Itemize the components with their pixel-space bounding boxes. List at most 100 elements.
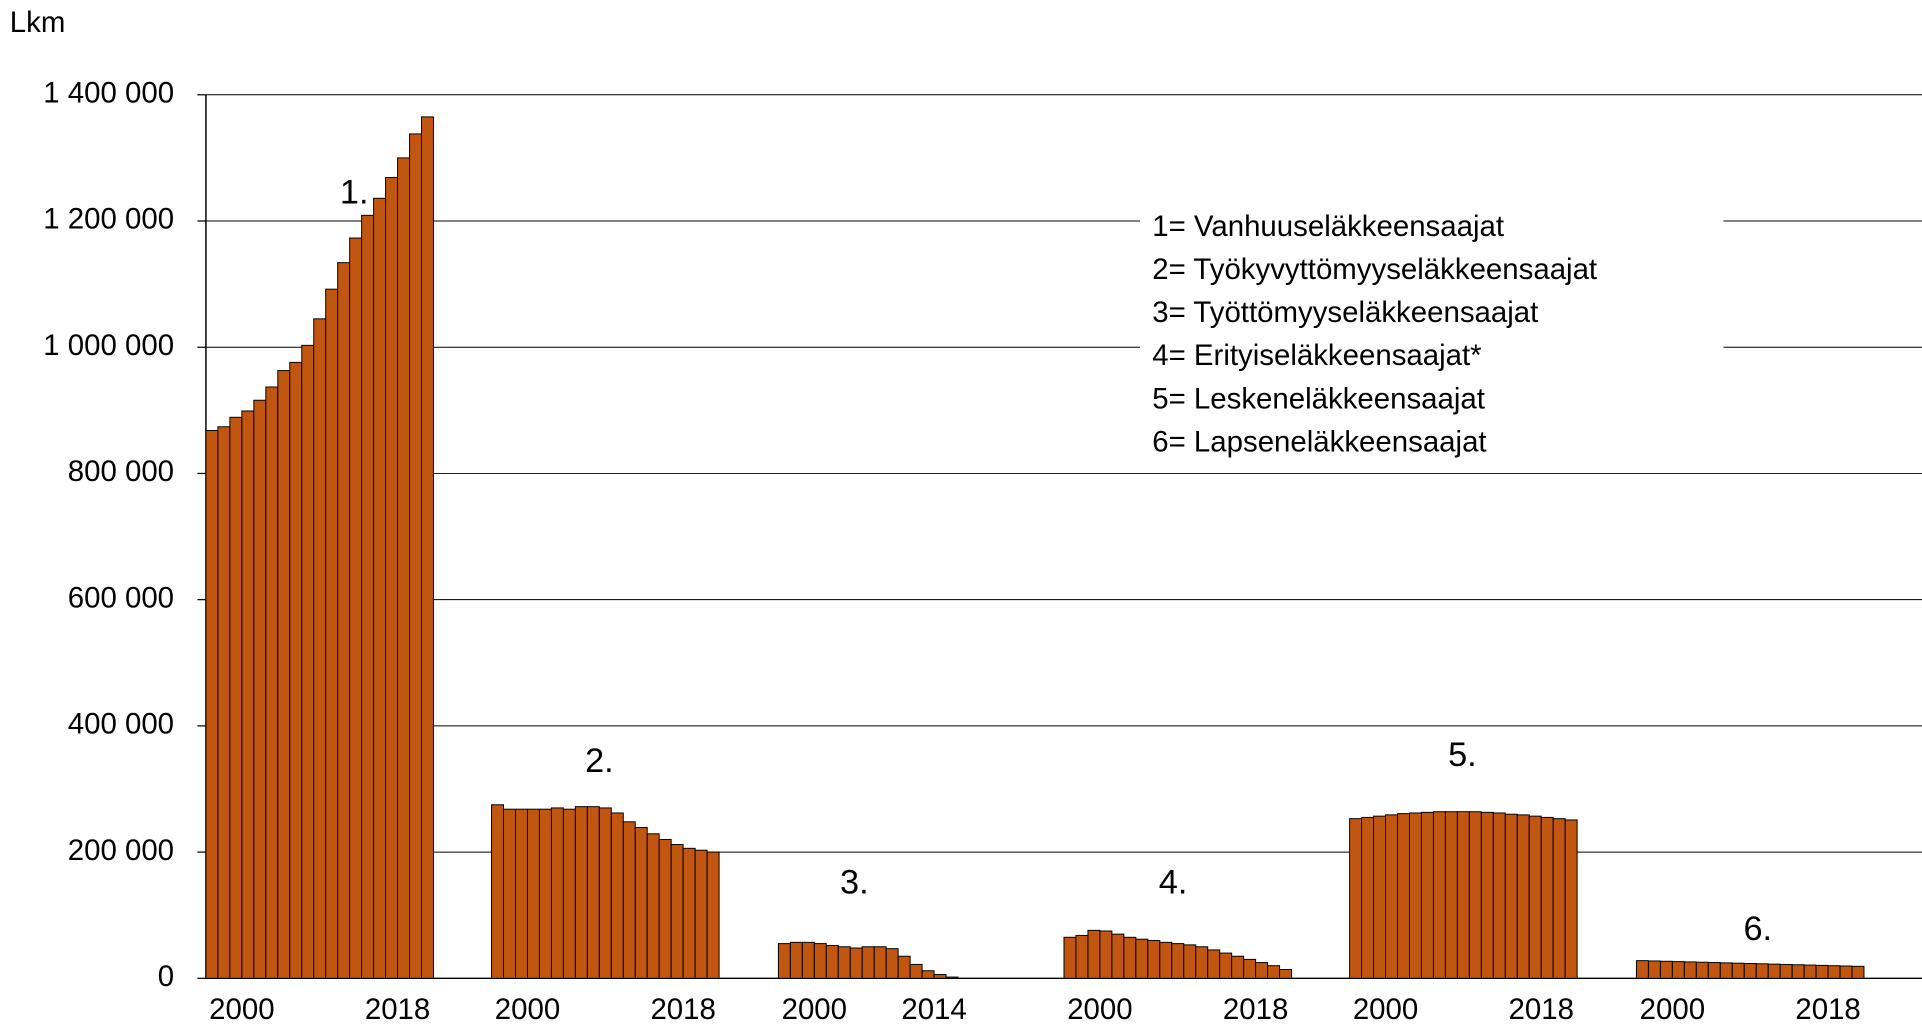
bar	[1255, 962, 1269, 979]
bar	[1420, 811, 1434, 979]
bar	[1731, 962, 1745, 979]
bar	[873, 946, 887, 979]
bar	[1219, 952, 1233, 979]
x-tick-label: 2018	[1223, 993, 1288, 1026]
bar	[837, 946, 851, 979]
bar	[945, 976, 959, 979]
bar	[349, 237, 363, 979]
legend-entry: 4= Erityiseläkkeensaajat*	[1152, 339, 1481, 372]
legend-entry: 2= Työkyvyttömyyseläkkeensaajat	[1152, 253, 1597, 286]
bar	[526, 808, 540, 979]
bar	[1719, 962, 1733, 979]
bar	[1504, 813, 1518, 979]
bar	[1767, 963, 1781, 979]
bar	[1564, 819, 1578, 979]
bar	[301, 344, 315, 979]
bar	[325, 288, 339, 979]
bar	[1683, 961, 1697, 979]
bar	[337, 262, 351, 979]
y-tick-label: 0	[158, 960, 174, 993]
bar	[861, 946, 875, 979]
bar	[373, 197, 387, 979]
bar	[1468, 811, 1482, 979]
bar	[550, 807, 564, 979]
bar	[670, 844, 684, 979]
bar	[634, 827, 648, 979]
bar	[1671, 961, 1685, 979]
legend-entry: 3= Työttömyyseläkkeensaajat	[1152, 296, 1538, 329]
bar	[1516, 814, 1530, 979]
bar	[586, 806, 600, 979]
bar	[1183, 944, 1197, 979]
bar	[1385, 814, 1399, 979]
legend-box	[1139, 206, 1724, 465]
bar	[1195, 946, 1209, 979]
x-tick-label: 2018	[1509, 993, 1574, 1026]
bar	[1779, 963, 1793, 979]
bar	[1147, 939, 1161, 979]
bar	[241, 410, 255, 979]
x-tick-label: 2000	[1640, 993, 1705, 1026]
bar	[491, 804, 505, 979]
bar	[825, 945, 839, 979]
bar	[1803, 964, 1817, 979]
bar	[1791, 964, 1805, 979]
bar	[849, 947, 863, 979]
x-tick-label: 2014	[901, 993, 966, 1026]
bar	[385, 176, 399, 979]
y-tick-label: 800 000	[68, 455, 174, 488]
bar	[361, 214, 375, 979]
bar	[503, 808, 516, 979]
bar	[1267, 965, 1281, 979]
group-label: 5.	[1448, 736, 1477, 774]
x-tick-label: 2000	[209, 993, 274, 1026]
bar	[813, 943, 827, 979]
y-tick-label: 1 000 000	[43, 329, 174, 362]
y-axis-title: Lkm	[10, 6, 66, 39]
bar	[921, 970, 935, 979]
x-tick-label: 2018	[1795, 993, 1860, 1026]
bar	[694, 849, 708, 979]
bar	[1480, 811, 1494, 979]
bar	[1659, 960, 1673, 979]
bar	[1540, 816, 1554, 979]
bar	[562, 808, 576, 979]
bar	[289, 361, 303, 979]
bar	[1087, 929, 1101, 979]
bar	[1839, 965, 1853, 979]
bar	[1695, 961, 1709, 979]
bar	[1099, 930, 1113, 979]
bar	[1123, 936, 1137, 979]
bar	[1408, 812, 1422, 979]
bar	[277, 370, 291, 979]
y-tick-label: 600 000	[68, 581, 174, 614]
bar	[1743, 962, 1757, 979]
bar	[574, 806, 588, 979]
bar	[622, 821, 636, 979]
bar	[933, 974, 947, 979]
bar	[1444, 811, 1458, 979]
group-label: 1.	[340, 174, 369, 212]
bar	[1171, 943, 1185, 979]
bar	[1755, 963, 1769, 979]
y-tick-label: 1 200 000	[43, 203, 174, 236]
legend-entry: 5= Leskeneläkkeensaajat	[1152, 382, 1485, 415]
bar	[1135, 938, 1149, 979]
bar	[538, 808, 552, 979]
bar	[1552, 818, 1566, 979]
bar	[1528, 815, 1542, 979]
bar	[682, 847, 696, 979]
bar	[1647, 960, 1661, 979]
x-tick-label: 2018	[650, 993, 715, 1026]
bar	[1361, 816, 1375, 979]
bar	[897, 955, 911, 979]
bar	[801, 941, 815, 979]
legend-entry: 1= Vanhuuseläkkeensaajat	[1152, 210, 1504, 243]
bar	[1707, 962, 1721, 979]
bar	[1207, 949, 1221, 979]
bar	[409, 133, 422, 979]
bar	[909, 963, 923, 979]
group-label: 4.	[1159, 864, 1188, 902]
bar	[646, 833, 660, 979]
